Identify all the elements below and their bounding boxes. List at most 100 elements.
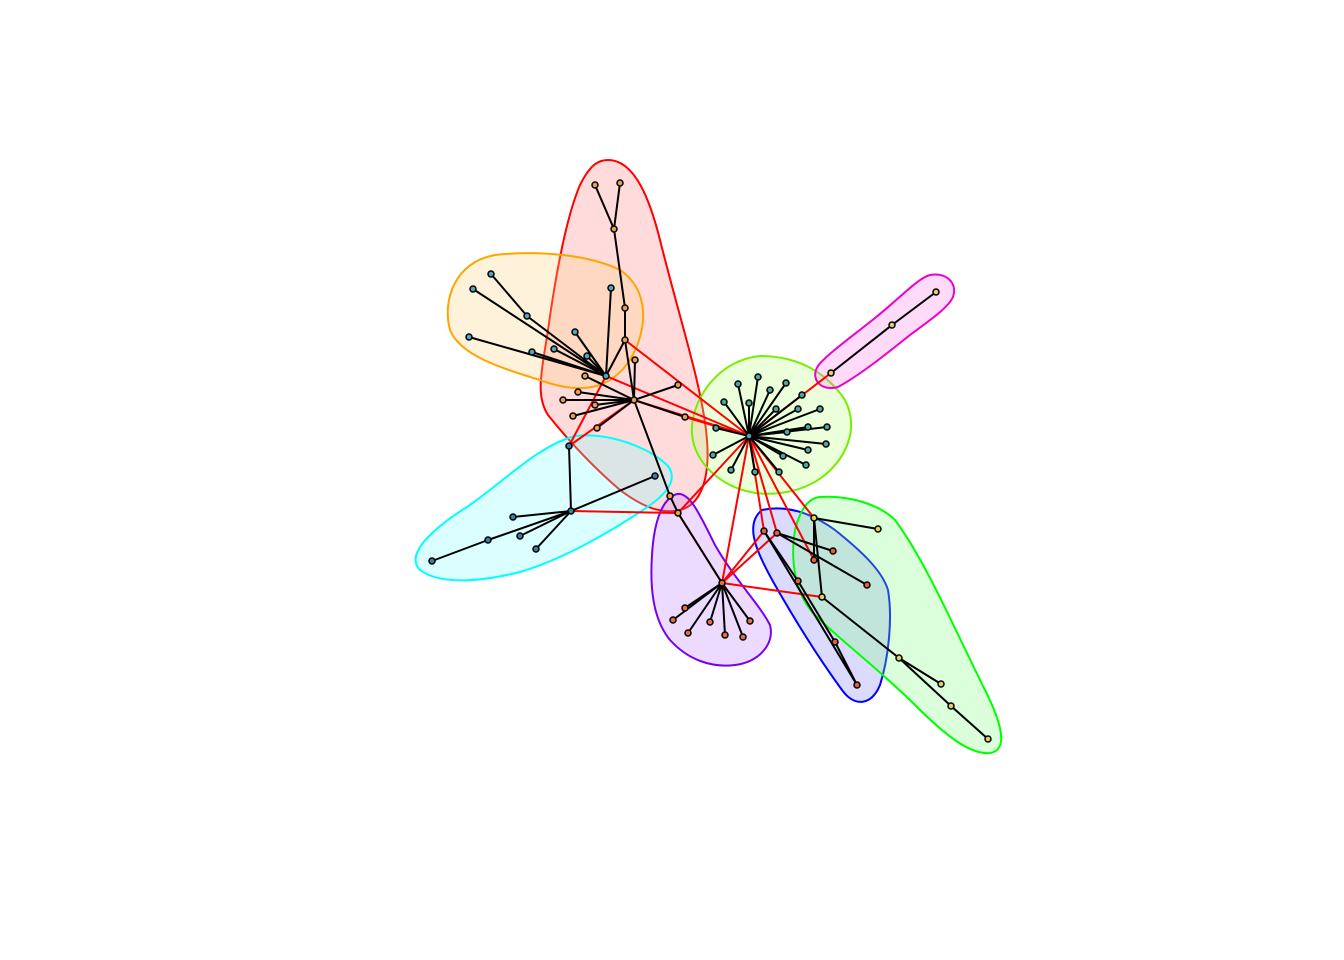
graph-node: [681, 604, 689, 612]
intra-community-edge: [526, 315, 607, 377]
graph-node: [804, 446, 812, 454]
graph-node: [567, 507, 575, 515]
intra-community-edge: [748, 435, 827, 445]
intra-community-edge: [763, 530, 858, 686]
graph-node: [888, 321, 896, 329]
graph-node: [666, 492, 674, 500]
graph-node: [751, 468, 759, 476]
intra-community-edge: [568, 445, 572, 512]
intra-community-edge: [512, 510, 572, 518]
intra-community-edge: [624, 339, 635, 401]
community-hull-purple: [650, 492, 772, 667]
intra-community-edge: [748, 408, 777, 437]
intra-community-edge: [813, 517, 823, 598]
graph-node: [794, 577, 802, 585]
inter-community-edge: [570, 510, 679, 514]
inter-community-edge: [677, 435, 750, 514]
graph-node: [616, 179, 624, 187]
graph-node: [532, 545, 540, 553]
graph-node: [469, 285, 477, 293]
intra-community-edge: [594, 399, 635, 406]
graph-node: [810, 556, 818, 564]
graph-node: [772, 405, 780, 413]
intra-community-edge: [633, 359, 636, 401]
graph-node: [581, 372, 589, 380]
intra-community-edge: [748, 435, 756, 473]
intra-community-edge: [891, 291, 937, 326]
graph-node: [745, 432, 753, 440]
graph-node: [669, 616, 677, 624]
inter-community-edge: [721, 435, 750, 584]
graph-node: [591, 181, 599, 189]
graph-node: [853, 681, 861, 689]
intra-community-edge: [687, 582, 723, 634]
intra-community-edge: [813, 517, 879, 530]
graph-node: [610, 225, 618, 233]
graph-node: [734, 380, 742, 388]
intra-community-edge: [748, 382, 787, 437]
graph-node: [591, 401, 599, 409]
intra-community-edge: [748, 408, 821, 437]
graph-node: [523, 312, 531, 320]
intra-community-edge: [584, 375, 635, 401]
graph-node: [829, 547, 837, 555]
graph-node: [823, 423, 831, 431]
intra-community-edge: [709, 582, 723, 623]
intra-community-edge: [633, 399, 686, 418]
graph-node: [775, 468, 783, 476]
intra-community-edge: [721, 582, 751, 622]
graph-node: [818, 593, 826, 601]
graph-node: [783, 428, 791, 436]
intra-community-edge: [672, 582, 723, 621]
intra-community-edge: [748, 408, 799, 437]
graph-node: [516, 532, 524, 540]
graph-node: [509, 513, 517, 521]
intra-community-edge: [748, 394, 803, 437]
intra-community-edge: [730, 435, 750, 471]
intra-community-edge: [748, 435, 807, 466]
graph-node: [674, 381, 682, 389]
intra-community-edge: [898, 657, 952, 707]
graph-node: [874, 525, 882, 533]
graph-node: [816, 405, 824, 413]
graph-node: [571, 328, 579, 336]
intra-community-edge: [633, 384, 679, 401]
intra-community-edge: [487, 510, 572, 541]
graph-node: [630, 396, 638, 404]
inter-community-edge: [624, 339, 750, 437]
graph-node: [574, 388, 582, 396]
graph-node: [484, 536, 492, 544]
intra-community-edge: [431, 539, 489, 562]
intra-community-edge: [748, 389, 771, 437]
graph-node: [984, 735, 992, 743]
community-hull-blue: [752, 507, 891, 703]
graph-node: [794, 405, 802, 413]
graph-node: [528, 348, 536, 356]
intra-community-edge: [570, 475, 656, 512]
intra-community-edge: [748, 435, 809, 451]
inter-community-edge: [748, 435, 815, 561]
graph-node: [831, 638, 839, 646]
inter-community-edge: [721, 530, 765, 584]
intra-community-edge: [748, 431, 788, 437]
graph-node: [782, 379, 790, 387]
intra-community-edge: [519, 510, 572, 537]
intra-community-edge: [830, 324, 893, 374]
graph-node: [798, 391, 806, 399]
intra-community-edge: [594, 184, 615, 230]
intra-community-edge: [950, 705, 989, 740]
intra-community-edge: [586, 355, 607, 377]
graph-node: [565, 442, 573, 450]
intra-community-edge: [605, 339, 626, 377]
graph-node: [583, 352, 591, 360]
intra-community-edge: [721, 582, 744, 638]
intra-community-edge: [633, 399, 671, 497]
intra-community-edge: [748, 435, 780, 473]
graph-node: [428, 557, 436, 565]
graph-node: [810, 514, 818, 522]
graph-node: [895, 654, 903, 662]
graph-node: [822, 440, 830, 448]
graph-node: [712, 424, 720, 432]
graph-node: [559, 396, 567, 404]
